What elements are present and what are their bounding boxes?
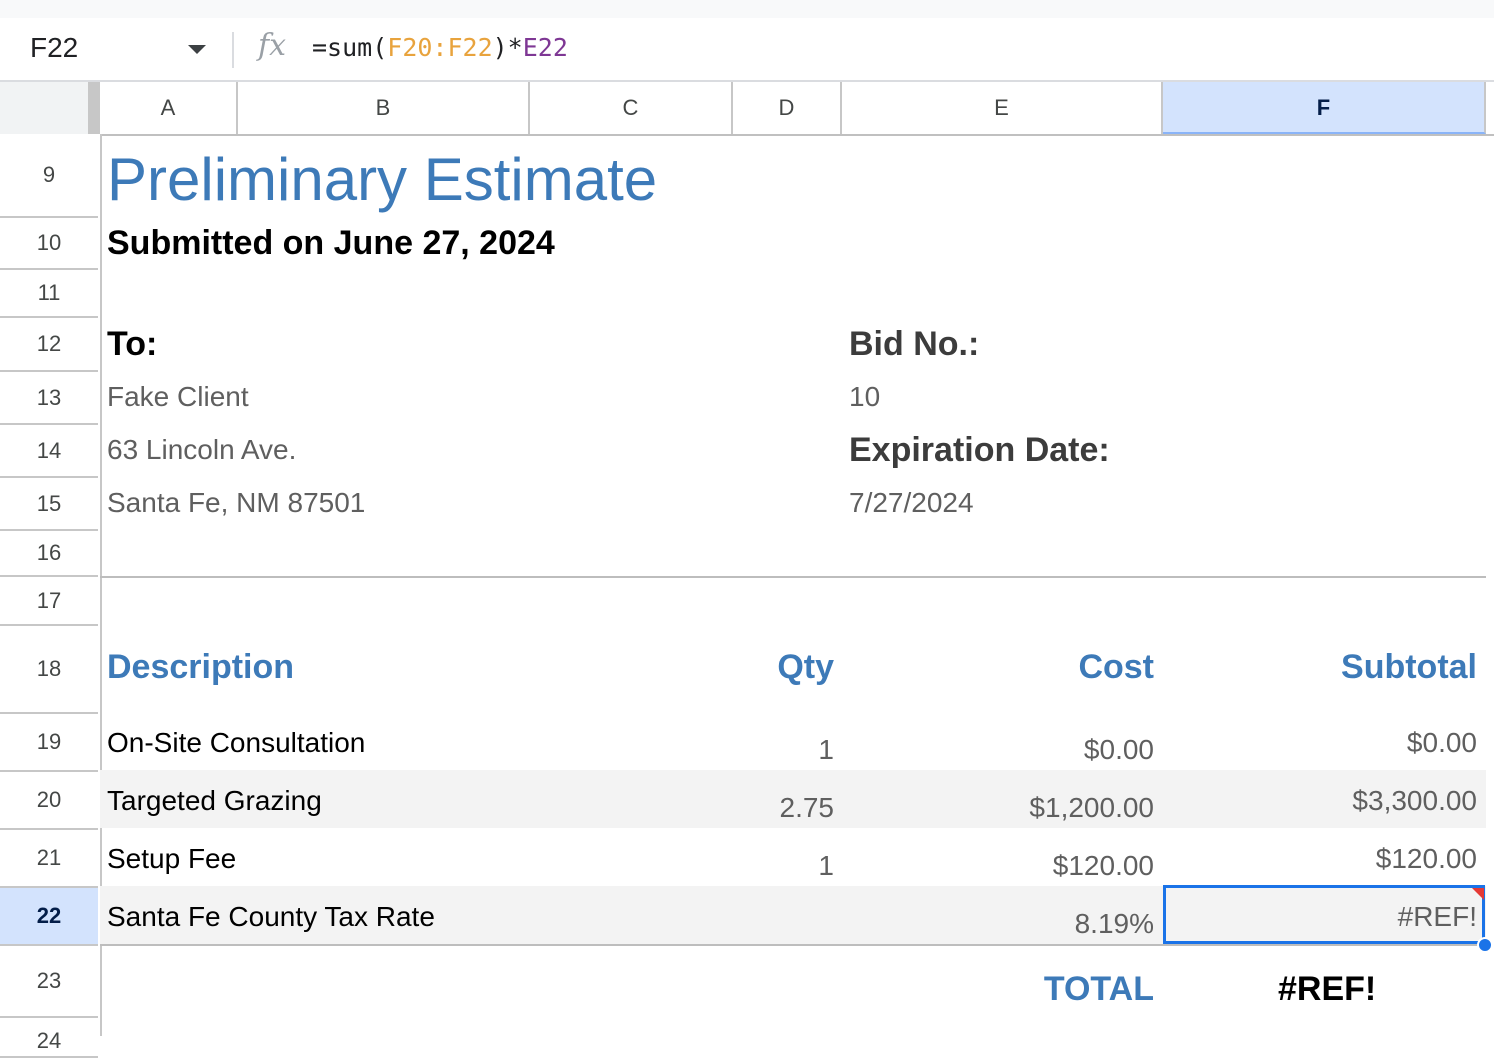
item-description[interactable]: Setup Fee	[107, 843, 237, 874]
column-header-c[interactable]: C	[530, 82, 733, 134]
row-header-bar: 9 10 11 12 13 14 15 16 17 18 19 20 21 22…	[0, 134, 102, 1058]
item-subtotal[interactable]: $0.00	[1406, 727, 1477, 758]
table-bottom-border	[100, 944, 1486, 946]
row-header-13[interactable]: 13	[0, 372, 98, 425]
section-divider	[100, 576, 1486, 578]
error-indicator-icon	[1472, 888, 1484, 900]
column-header-b[interactable]: B	[238, 82, 530, 134]
total-label[interactable]: TOTAL	[1043, 970, 1154, 1008]
row-header-16[interactable]: 16	[0, 531, 98, 577]
row-header-22[interactable]: 22	[0, 888, 98, 946]
row-header-9[interactable]: 9	[0, 134, 98, 218]
row-header-12[interactable]: 12	[0, 318, 98, 372]
formula-input[interactable]: =sum(F20:F22)*E22	[312, 33, 568, 62]
item-description[interactable]: On-Site Consultation	[107, 727, 366, 758]
subtotal-header[interactable]: Subtotal	[1341, 648, 1477, 686]
item-qty[interactable]: 2.75	[779, 792, 835, 823]
item-subtotal[interactable]: $3,300.00	[1352, 785, 1477, 816]
column-header-f[interactable]: F	[1163, 82, 1486, 134]
bid-number-value[interactable]: 10	[849, 381, 881, 412]
submitted-date[interactable]: Submitted on June 27, 2024	[107, 224, 555, 262]
expiration-date-label[interactable]: Expiration Date:	[849, 431, 1110, 469]
row-header-10[interactable]: 10	[0, 218, 98, 270]
row-header-18[interactable]: 18	[0, 626, 98, 714]
row-band-22	[100, 886, 1486, 944]
fill-handle[interactable]	[1477, 937, 1493, 953]
client-city[interactable]: Santa Fe, NM 87501	[107, 487, 366, 518]
item-cost[interactable]: $1,200.00	[1029, 792, 1154, 823]
formula-bar-divider	[232, 32, 234, 68]
formula-bar	[0, 0, 1494, 82]
active-cell-selection[interactable]	[1163, 885, 1485, 944]
column-header-e[interactable]: E	[842, 82, 1163, 134]
chevron-down-icon[interactable]	[188, 45, 206, 54]
toolbar-edge	[0, 0, 1494, 18]
formula-cell-ref: E22	[522, 33, 568, 62]
qty-header[interactable]: Qty	[777, 648, 834, 686]
row-header-15[interactable]: 15	[0, 478, 98, 531]
description-header[interactable]: Description	[107, 648, 295, 686]
row-header-19[interactable]: 19	[0, 714, 98, 772]
row-header-23[interactable]: 23	[0, 946, 98, 1018]
item-cost[interactable]: $0.00	[1083, 734, 1154, 765]
row-header-11[interactable]: 11	[0, 270, 98, 318]
row-band-20	[100, 770, 1486, 828]
total-value[interactable]: #REF!	[1278, 970, 1377, 1008]
item-qty[interactable]: 1	[818, 850, 834, 881]
item-cost[interactable]: 8.19%	[1074, 908, 1154, 939]
item-subtotal[interactable]: #REF!	[1397, 901, 1477, 932]
name-box-value: F22	[30, 32, 79, 63]
cost-header[interactable]: Cost	[1078, 648, 1154, 686]
row-header-21[interactable]: 21	[0, 830, 98, 888]
item-description[interactable]: Santa Fe County Tax Rate	[107, 901, 435, 932]
row-header-20[interactable]: 20	[0, 772, 98, 830]
bid-number-label[interactable]: Bid No.:	[849, 325, 980, 363]
item-subtotal[interactable]: $120.00	[1375, 843, 1477, 874]
column-header-d[interactable]: D	[733, 82, 842, 134]
fx-icon: fx	[258, 28, 287, 63]
select-all-corner[interactable]	[0, 82, 100, 134]
row-header-14[interactable]: 14	[0, 425, 98, 478]
column-header-a[interactable]: A	[100, 82, 238, 134]
column-header-bar: A B C D E F	[0, 82, 1494, 136]
name-box[interactable]: F22	[0, 28, 220, 72]
expiration-date-value[interactable]: 7/27/2024	[849, 487, 974, 518]
formula-range-ref: F20:F22	[387, 33, 493, 62]
item-qty[interactable]: 1	[818, 734, 834, 765]
page-title[interactable]: Preliminary Estimate	[107, 146, 658, 213]
formula-prefix: =sum(	[312, 33, 388, 62]
item-cost[interactable]: $120.00	[1052, 850, 1154, 881]
item-description[interactable]: Targeted Grazing	[107, 785, 322, 816]
client-street[interactable]: 63 Lincoln Ave.	[107, 434, 297, 465]
to-label[interactable]: To:	[107, 325, 158, 363]
row-header-17[interactable]: 17	[0, 577, 98, 626]
client-name[interactable]: Fake Client	[107, 381, 249, 412]
row-header-24[interactable]: 24	[0, 1018, 98, 1058]
formula-operator: )*	[492, 33, 523, 62]
